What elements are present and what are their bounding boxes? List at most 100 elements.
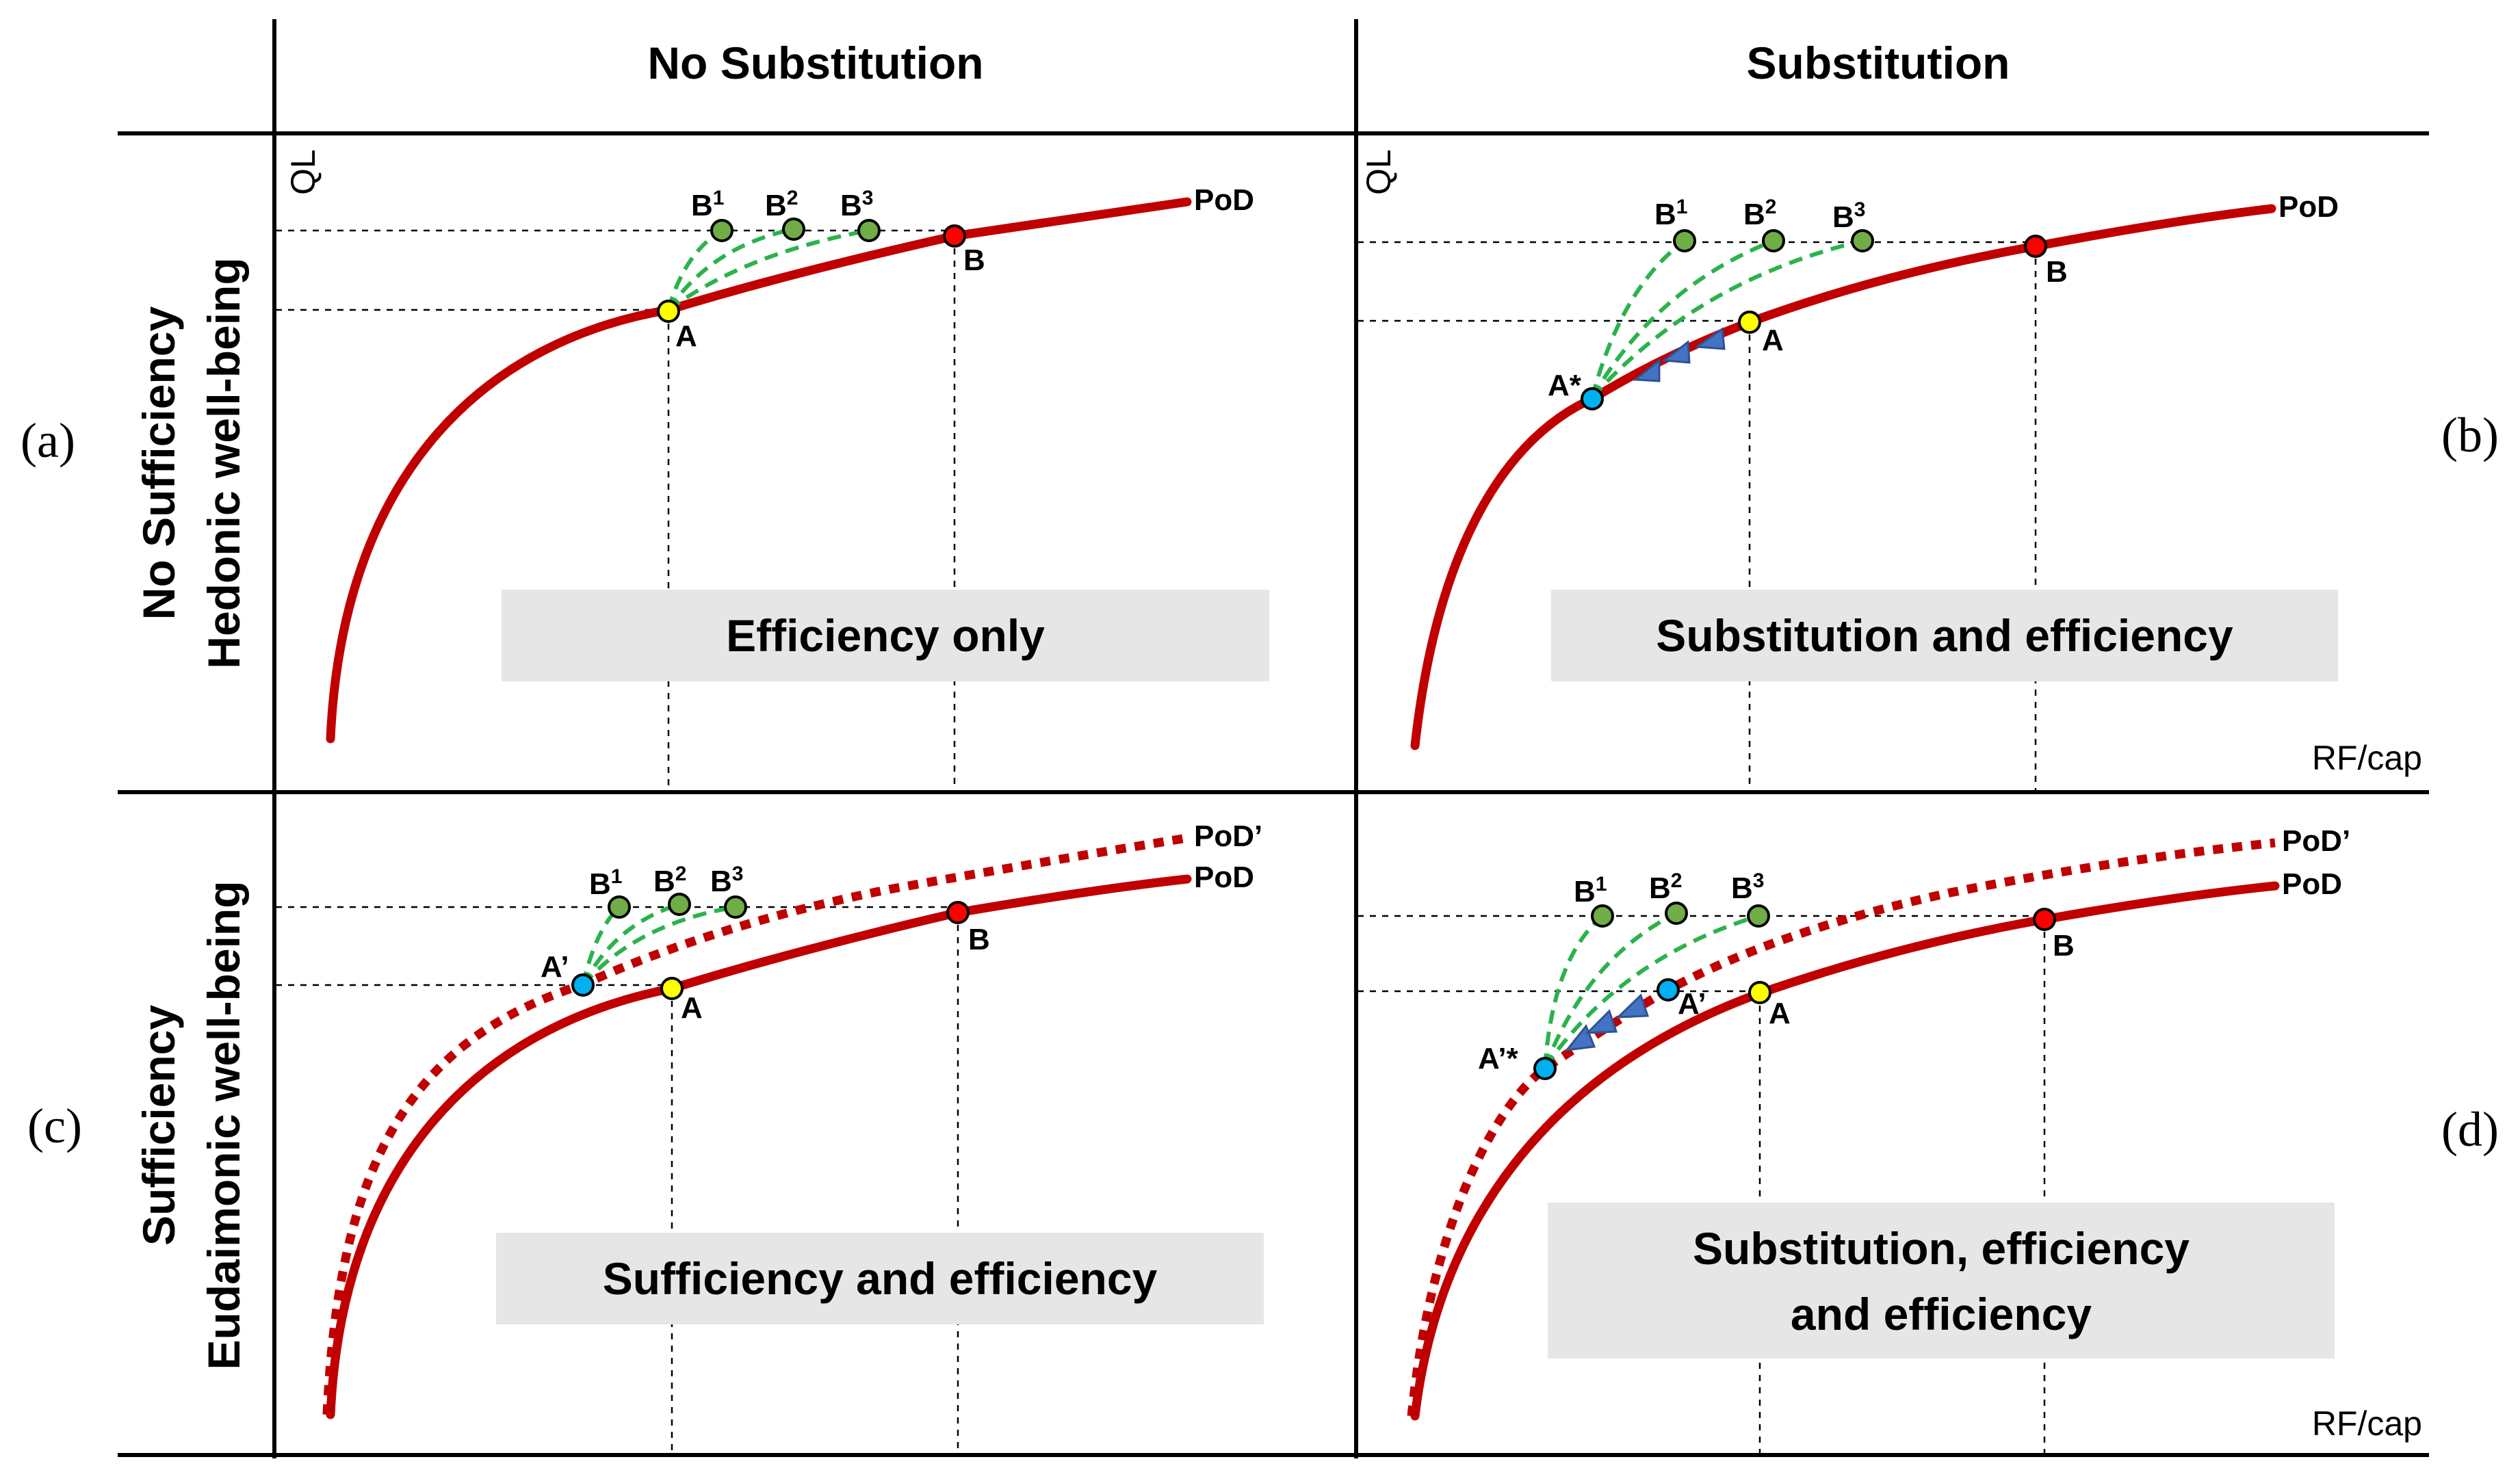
strategy-box-d-text-line2: and efficiency <box>1791 1289 2092 1339</box>
label-a: A <box>1769 997 1791 1030</box>
label-b: B <box>968 923 990 956</box>
label-b3: B3 <box>710 863 743 898</box>
substitution-arrow <box>1693 327 1726 350</box>
pod-label: PoD <box>1194 183 1254 217</box>
pod-prime-curve <box>1407 838 2276 1417</box>
efficiency-arc <box>667 228 870 312</box>
label-a-prime-star: A’* <box>1478 1042 1519 1075</box>
pod-prime-label: PoD’ <box>2282 824 2350 858</box>
point-b1 <box>710 219 733 242</box>
point-b2 <box>1762 229 1785 252</box>
point-b <box>2033 908 2056 931</box>
panel-b: QL RF/cap PoD B1 B2 B3 B A A* Substituti… <box>1358 149 2422 790</box>
point-b2 <box>668 893 691 916</box>
point-b <box>946 901 970 924</box>
point-a-prime-star <box>1533 1057 1557 1080</box>
pod-curve <box>326 197 1192 744</box>
column-header-no-substitution: No Substitution <box>647 38 983 88</box>
panel-label-b: (b) <box>2441 408 2499 462</box>
pod-prime-curve <box>322 833 1188 1415</box>
axis-label-rfcap: RF/cap <box>2312 739 2422 777</box>
axis-label-rfcap: RF/cap <box>2312 1404 2422 1443</box>
panel-d: RF/cap PoD PoD’ B1 B2 B3 B A A’ A’* Subs… <box>1358 824 2422 1454</box>
pod-curve <box>326 874 1192 1419</box>
axis-label-ql: QL <box>284 149 322 195</box>
pod-label: PoD <box>1194 861 1254 894</box>
point-b1 <box>1673 229 1696 252</box>
label-b1: B1 <box>1654 196 1687 231</box>
label-b3: B3 <box>840 187 873 222</box>
point-b1 <box>1591 904 1614 928</box>
substitution-arc <box>1543 911 1678 1069</box>
substitution-arc <box>1590 239 1775 399</box>
row-header-sufficiency: Sufficiency <box>133 1005 184 1246</box>
substitution-arc <box>1590 239 1863 399</box>
panel-label-a: (a) <box>21 413 75 468</box>
label-a: A <box>1762 324 1784 357</box>
point-b3 <box>1851 229 1874 252</box>
row-header-hedonic-wellbeing: Hedonic well-being <box>198 257 249 668</box>
label-b2: B2 <box>653 863 686 898</box>
point-a <box>657 300 680 323</box>
panel-a: QL PoD B1 B2 B3 B A Efficiency only <box>276 149 1269 790</box>
table-grid <box>118 19 2429 1458</box>
substitution-arc <box>1590 239 1686 398</box>
row-header-no-sufficiency: No Sufficiency <box>133 306 184 620</box>
point-a-star <box>1581 387 1604 410</box>
label-a-prime: A’ <box>541 950 569 984</box>
strategy-box-d-text-line1: Substitution, efficiency <box>1693 1223 2190 1274</box>
efficiency-arc <box>581 902 680 986</box>
axis-label-ql: QL <box>1360 149 1398 195</box>
label-b2: B2 <box>765 187 798 222</box>
label-b2: B2 <box>1743 196 1776 231</box>
point-b <box>2024 235 2047 258</box>
label-b2: B2 <box>1649 869 1682 905</box>
strategy-box-c <box>496 1233 1264 1324</box>
label-b: B <box>2046 255 2068 289</box>
label-b: B <box>963 244 985 277</box>
label-b3: B3 <box>1731 869 1764 905</box>
point-b1 <box>608 895 631 919</box>
panel-label-c: (c) <box>27 1099 82 1153</box>
substitution-arc <box>1543 914 1759 1069</box>
strategy-box-c-text: Sufficiency and efficiency <box>603 1253 1158 1304</box>
efficiency-arc <box>666 227 794 311</box>
label-a-prime: A’ <box>1678 987 1706 1021</box>
row-header-eudaimonic-wellbeing: Eudaimonic well-being <box>198 880 249 1369</box>
label-b3: B3 <box>1832 198 1865 234</box>
point-a <box>1748 981 1771 1004</box>
point-a-prime <box>571 973 595 997</box>
pod-label: PoD <box>2278 190 2339 224</box>
point-b <box>943 224 966 248</box>
label-b1: B1 <box>589 865 622 901</box>
column-header-substitution: Substitution <box>1747 38 2010 88</box>
substitution-arc <box>1543 914 1604 1068</box>
point-b2 <box>782 218 805 241</box>
point-b3 <box>857 219 881 242</box>
substitution-arrow <box>1585 1009 1618 1034</box>
strategy-box-b-text: Substitution and efficiency <box>1656 610 2233 661</box>
strategy-box-a <box>502 590 1269 681</box>
strategy-box-a-text: Efficiency only <box>726 610 1045 661</box>
substitution-arrow <box>1633 358 1661 382</box>
panel-label-d: (d) <box>2441 1102 2499 1157</box>
efficiency-arc <box>581 905 621 986</box>
pod-label: PoD <box>2282 867 2342 901</box>
label-b1: B1 <box>1574 873 1607 908</box>
strategy-box-b <box>1551 590 2338 681</box>
point-b3 <box>724 895 747 919</box>
label-a: A <box>675 319 697 353</box>
label-b1: B1 <box>691 187 724 222</box>
pod-curve <box>1410 881 2280 1421</box>
label-a-star: A* <box>1548 369 1582 402</box>
substitution-arrow <box>1661 340 1691 364</box>
strategy-box-d <box>1548 1203 2335 1359</box>
point-b3 <box>1747 904 1770 928</box>
panel-c: PoD PoD’ B1 B2 B3 B A A’ Sufficiency and… <box>276 820 1264 1454</box>
label-a: A <box>681 991 703 1025</box>
pod-prime-label: PoD’ <box>1194 820 1262 853</box>
substitution-arrow <box>1615 993 1650 1019</box>
point-b2 <box>1665 902 1688 925</box>
point-a <box>1738 311 1761 334</box>
